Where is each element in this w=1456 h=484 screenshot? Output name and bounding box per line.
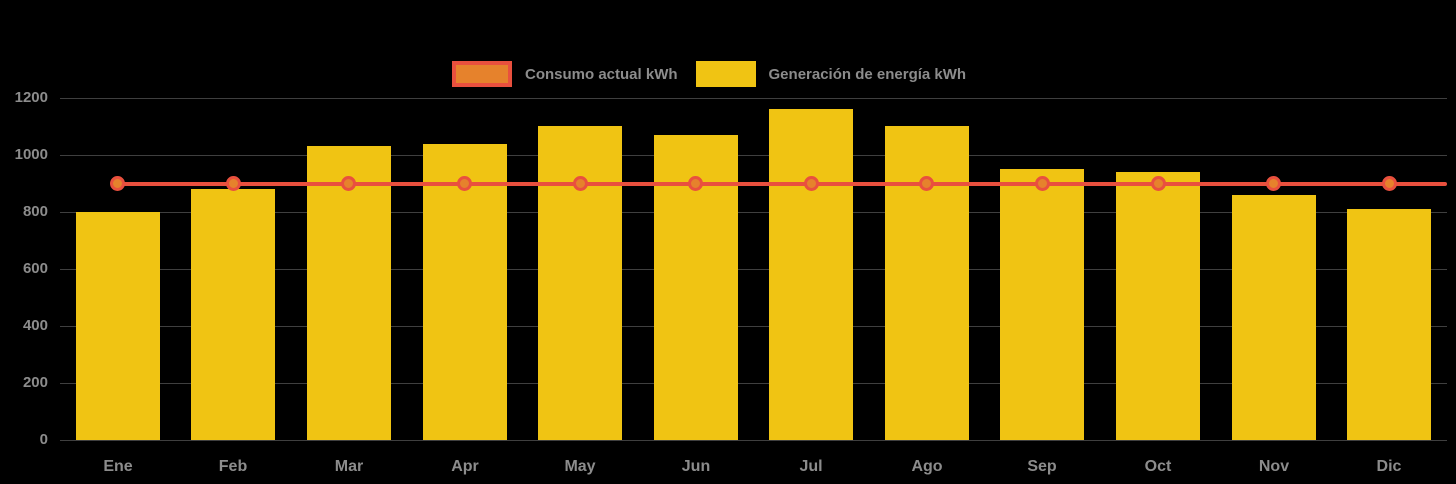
bar-may[interactable] [538,126,622,440]
legend-swatch-consumo-icon [452,61,512,87]
bar-jul[interactable] [769,109,853,440]
line-marker-oct[interactable] [1151,176,1166,191]
bar-nov[interactable] [1232,195,1316,440]
x-axis-label-oct: Oct [1144,458,1172,475]
line-marker-ago[interactable] [919,176,934,191]
x-axis-label-jul: Jul [799,458,823,475]
x-axis-label-ene: Ene [103,458,133,475]
bar-ago[interactable] [885,126,969,440]
bar-oct[interactable] [1116,172,1200,440]
line-marker-may[interactable] [573,176,588,191]
y-gridline [60,383,1447,384]
y-gridline [60,155,1447,156]
x-axis-label-jun: Jun [681,458,711,475]
legend-item-generacion[interactable]: Generación de energía kWh [695,61,967,87]
line-marker-sep[interactable] [1035,176,1050,191]
y-gridline [60,98,1447,99]
x-axis-label-feb: Feb [218,458,248,475]
line-marker-jun[interactable] [688,176,703,191]
y-gridline [60,212,1447,213]
line-marker-jul[interactable] [804,176,819,191]
legend-item-consumo[interactable]: Consumo actual kWh [452,61,678,87]
legend-label-consumo: Consumo actual kWh [525,65,678,83]
x-axis-label-apr: Apr [451,458,479,475]
y-axis-label: 400 [22,317,48,334]
legend-swatch-generacion-icon [695,61,756,87]
y-gridline [60,269,1447,270]
x-axis-label-nov: Nov [1258,458,1290,475]
y-axis-label: 1200 [14,89,48,106]
x-axis-label-ago: Ago [911,458,943,475]
line-marker-apr[interactable] [457,176,472,191]
line-marker-dic[interactable] [1382,176,1397,191]
bar-ene[interactable] [76,212,160,440]
line-marker-nov[interactable] [1266,176,1281,191]
line-marker-feb[interactable] [226,176,241,191]
plot-area [60,98,1447,441]
legend-label-generacion: Generación de energía kWh [768,65,967,83]
x-axis-label-mar: Mar [334,458,364,475]
y-axis-label: 200 [22,374,48,391]
y-axis-label: 600 [22,260,48,277]
line-marker-mar[interactable] [341,176,356,191]
y-axis-label: 1000 [14,146,48,163]
x-axis-label-dic: Dic [1376,458,1402,475]
x-axis-label-may: May [564,458,596,475]
line-marker-ene[interactable] [110,176,125,191]
bar-mar[interactable] [307,146,391,440]
chart-legend: Consumo actual kWh Generación de energía… [452,61,966,87]
consumption-line [118,182,1447,186]
bar-apr[interactable] [423,144,507,440]
y-gridline [60,326,1447,327]
y-axis-label: 0 [39,431,48,448]
y-gridline [60,440,1447,441]
bar-dic[interactable] [1347,209,1431,440]
bar-feb[interactable] [191,189,275,440]
x-axis-label-sep: Sep [1027,458,1057,475]
y-axis-label: 800 [22,203,48,220]
bar-sep[interactable] [1000,169,1084,440]
